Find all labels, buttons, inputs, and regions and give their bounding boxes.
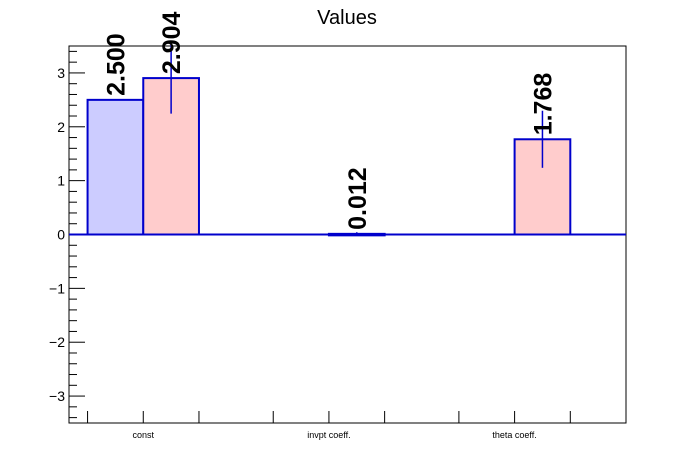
y-tick-label: 2 — [57, 119, 65, 135]
plot-area: −3 −2 −1 0 1 2 3 2.500 2.904 0.012 1.768 const invpt… — [49, 11, 627, 440]
y-tick-label: −2 — [49, 334, 65, 350]
bar-value-label: 1.768 — [529, 73, 557, 136]
bar-value-label: 0.012 — [344, 167, 372, 230]
bar-value-label: 2.904 — [158, 11, 186, 74]
chart-title: Values — [317, 7, 377, 29]
y-tick-label: −1 — [49, 280, 65, 296]
y-tick-label: 1 — [57, 173, 65, 189]
bar — [86, 98, 145, 236]
category-label: const — [133, 430, 155, 440]
category-label: theta coeff. — [492, 430, 536, 440]
category-label: invpt coeff. — [307, 430, 350, 440]
y-tick-label: −3 — [49, 388, 65, 404]
bar-value-label: 2.500 — [102, 33, 130, 96]
y-tick-label: 0 — [57, 227, 65, 243]
y-tick-label: 3 — [57, 65, 65, 81]
